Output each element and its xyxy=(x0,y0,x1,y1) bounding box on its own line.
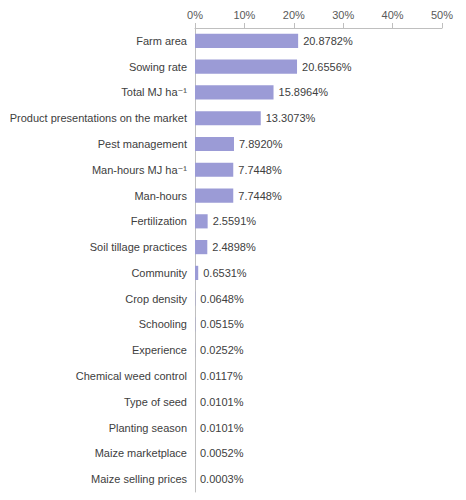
svg-text:Experience: Experience xyxy=(132,344,187,356)
svg-text:7.7448%: 7.7448% xyxy=(238,190,282,202)
svg-text:20%: 20% xyxy=(283,9,305,21)
svg-text:40%: 40% xyxy=(382,9,404,21)
svg-text:0.0052%: 0.0052% xyxy=(200,447,244,459)
svg-text:0.0003%: 0.0003% xyxy=(200,473,244,485)
svg-text:30%: 30% xyxy=(332,9,354,21)
svg-text:50%: 50% xyxy=(431,9,453,21)
svg-text:Crop density: Crop density xyxy=(125,293,187,305)
svg-text:0.0252%: 0.0252% xyxy=(200,344,244,356)
svg-text:0.6531%: 0.6531% xyxy=(203,267,247,279)
svg-text:0.0101%: 0.0101% xyxy=(200,422,244,434)
svg-text:7.7448%: 7.7448% xyxy=(238,164,282,176)
svg-text:Planting season: Planting season xyxy=(109,422,187,434)
svg-text:Fertilization: Fertilization xyxy=(131,215,187,227)
svg-text:13.3073%: 13.3073% xyxy=(266,112,316,124)
svg-text:Man-hours: Man-hours xyxy=(134,190,187,202)
svg-text:Soil tillage practices: Soil tillage practices xyxy=(90,241,188,253)
svg-text:20.8782%: 20.8782% xyxy=(303,35,353,47)
svg-text:Maize selling prices: Maize selling prices xyxy=(91,473,187,485)
svg-text:Type of seed: Type of seed xyxy=(124,396,187,408)
svg-text:Schooling: Schooling xyxy=(139,318,187,330)
svg-text:0.0648%: 0.0648% xyxy=(200,293,244,305)
svg-text:Maize marketplace: Maize marketplace xyxy=(95,447,187,459)
svg-text:Community: Community xyxy=(131,267,187,279)
svg-text:Man-hours MJ ha⁻¹: Man-hours MJ ha⁻¹ xyxy=(92,164,187,176)
svg-text:Product presentations on the m: Product presentations on the market xyxy=(10,112,187,124)
svg-text:0%: 0% xyxy=(187,9,203,21)
svg-text:Farm area: Farm area xyxy=(136,35,188,47)
svg-text:2.4898%: 2.4898% xyxy=(212,241,256,253)
svg-text:Sowing rate: Sowing rate xyxy=(129,61,187,73)
svg-text:10%: 10% xyxy=(233,9,255,21)
svg-text:2.5591%: 2.5591% xyxy=(213,215,257,227)
svg-text:0.0101%: 0.0101% xyxy=(200,396,244,408)
svg-text:7.8920%: 7.8920% xyxy=(239,138,283,150)
svg-text:Chemical weed control: Chemical weed control xyxy=(76,370,187,382)
svg-text:0.0515%: 0.0515% xyxy=(200,318,244,330)
svg-text:0.0117%: 0.0117% xyxy=(200,370,243,382)
svg-text:20.6556%: 20.6556% xyxy=(302,61,352,73)
svg-text:15.8964%: 15.8964% xyxy=(279,86,329,98)
svg-text:Pest management: Pest management xyxy=(98,138,187,150)
svg-text:Total MJ ha⁻¹: Total MJ ha⁻¹ xyxy=(121,86,187,98)
